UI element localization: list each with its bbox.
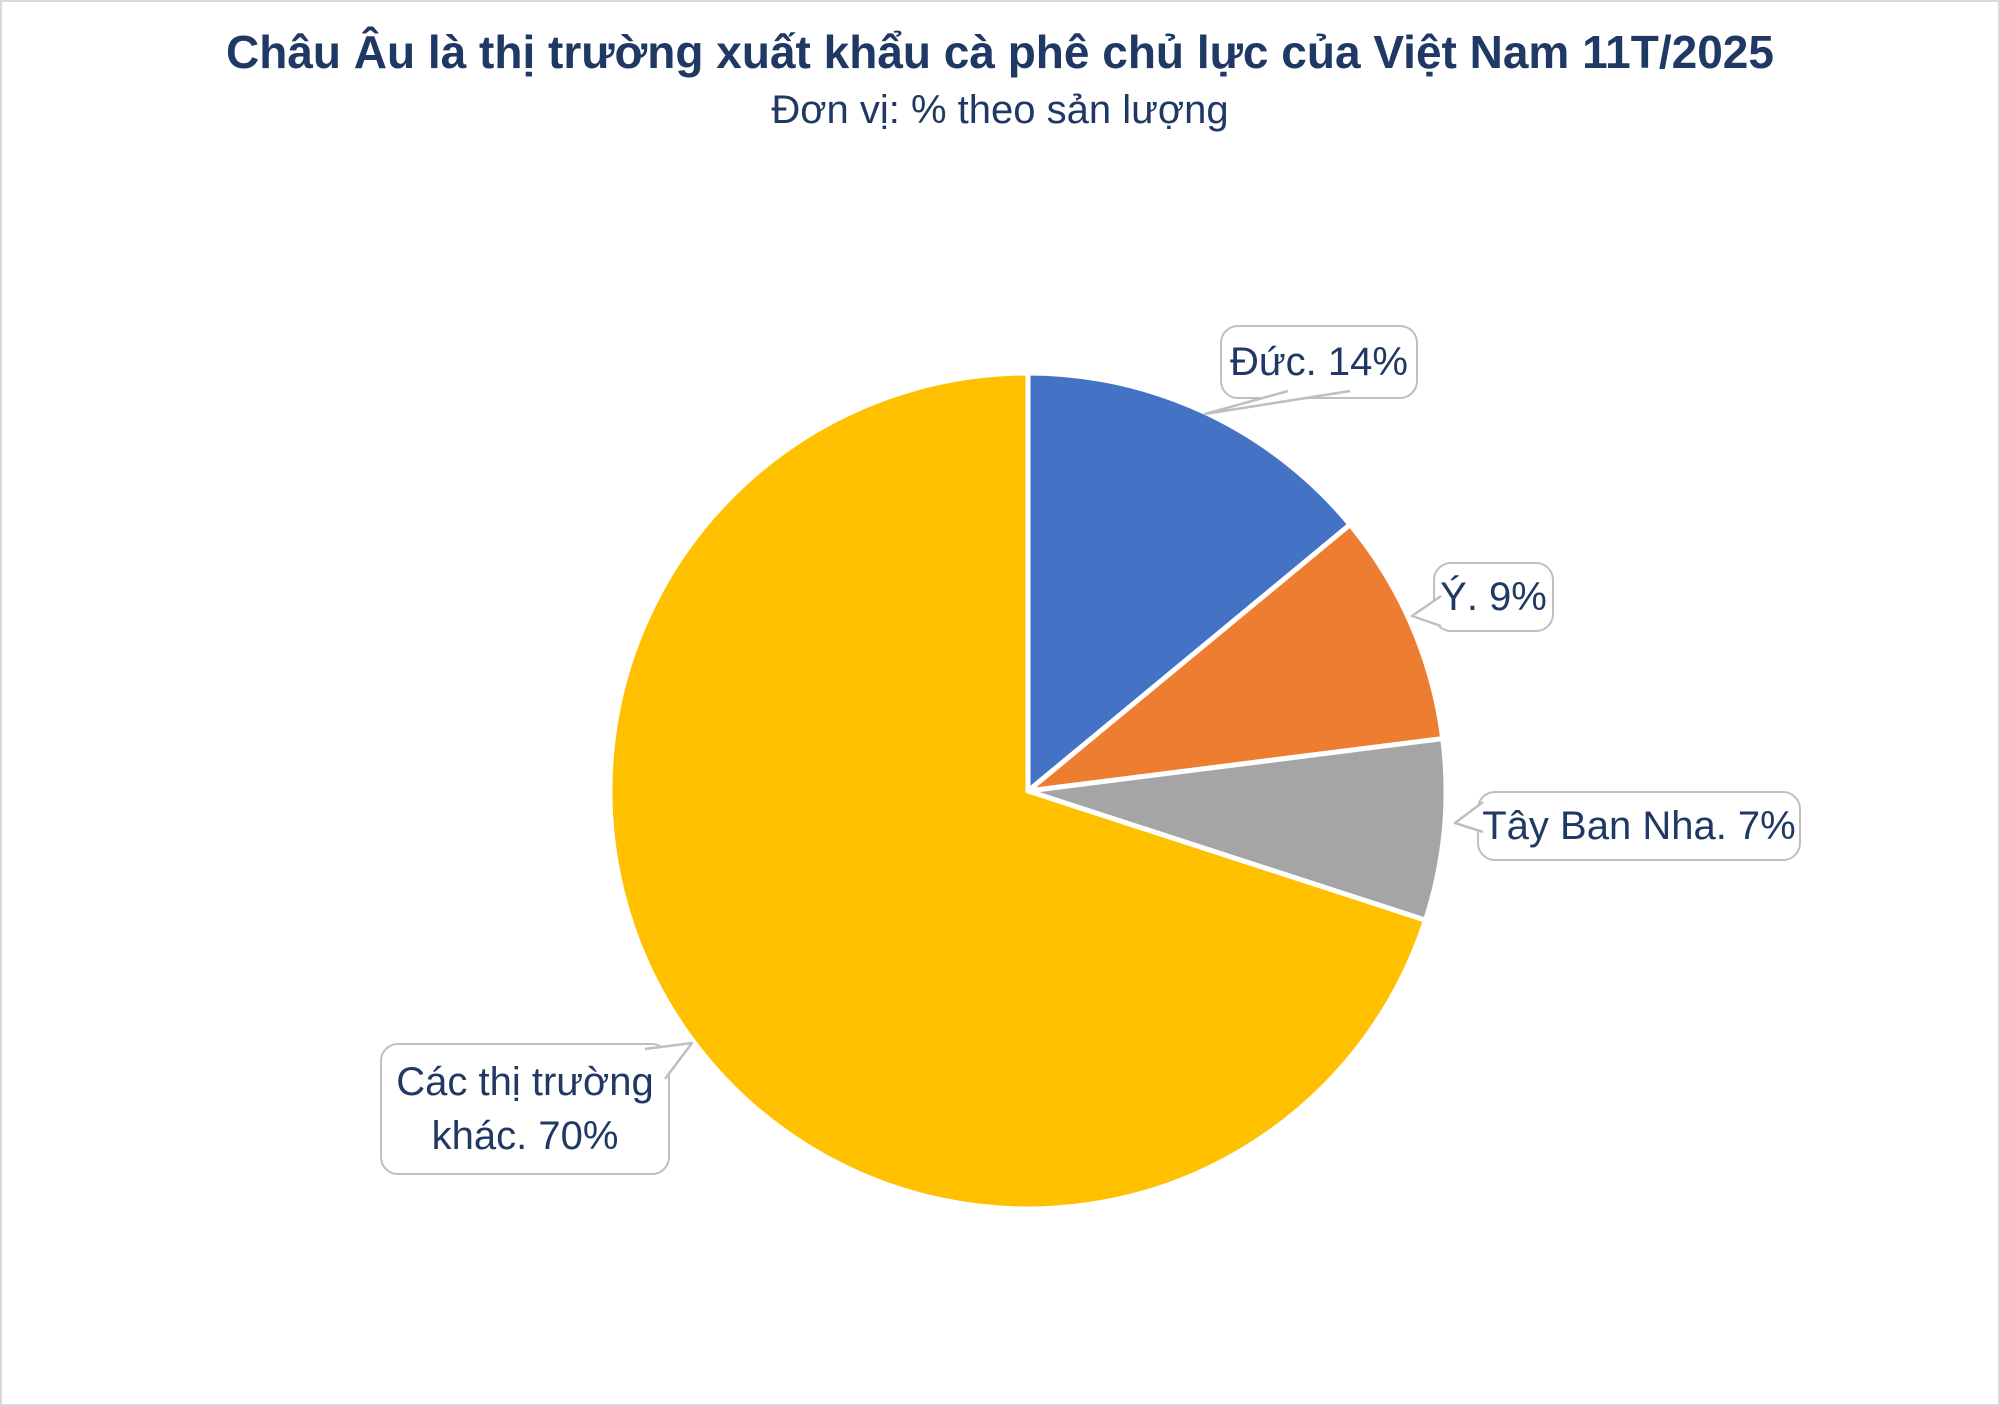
callout-tay-ban-nha: Tây Ban Nha. 7%: [1477, 791, 1801, 861]
chart-title: Châu Âu là thị trường xuất khẩu cà phê c…: [226, 26, 1774, 78]
callout-y-label: Ý. 9%: [1440, 575, 1547, 619]
chart-header: Châu Âu là thị trường xuất khẩu cà phê c…: [0, 26, 2000, 133]
callout-khac-label-line2: khác. 70%: [431, 1114, 619, 1158]
callout-duc: Đức. 14%: [1220, 325, 1418, 399]
pie-slice-2: [1025, 522, 1446, 794]
pie-slice-3: [1025, 736, 1449, 923]
chart-subtitle: Đơn vị: % theo sản lượng: [771, 87, 1229, 132]
pie-slice-4: [607, 370, 1428, 1212]
pie-slice-1: [1025, 370, 1353, 794]
callout-tay-ban-nha-label: Tây Ban Nha. 7%: [1482, 804, 1796, 848]
callout-khac-label-line1: Các thị trường: [396, 1060, 654, 1104]
callout-duc-label: Đức. 14%: [1230, 340, 1408, 384]
callout-khac: Các thị trường khác. 70%: [380, 1043, 670, 1175]
callout-y: Ý. 9%: [1433, 562, 1554, 632]
